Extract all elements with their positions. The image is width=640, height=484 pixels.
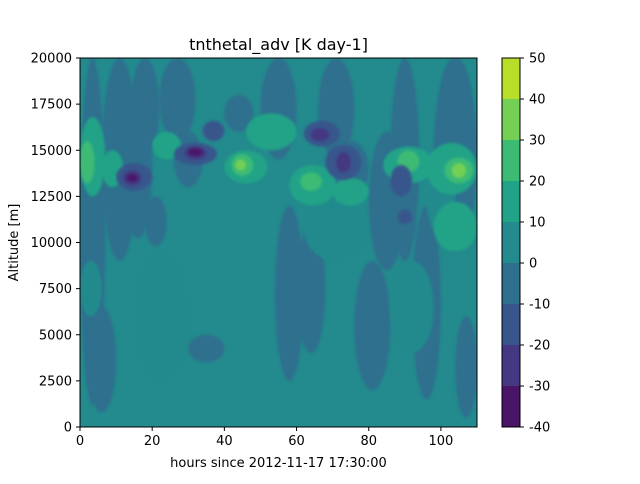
positive-region (246, 113, 297, 151)
colorbar-segment (502, 304, 520, 345)
colorbar-tick-label: 50 (529, 52, 546, 67)
y-tick-label: 12500 (31, 190, 72, 205)
y-axis: 0 2500 5000 7500 10000 12500 15000 17500 20000 (31, 52, 80, 436)
negative-region (274, 205, 304, 381)
colorbar-segment (502, 58, 520, 99)
negative-region (296, 224, 326, 354)
negative-region (354, 260, 391, 391)
x-axis-label: hours since 2012-11-17 17:30:00 (170, 456, 387, 471)
colorbar-segment (502, 99, 520, 140)
contour-fills (80, 58, 477, 418)
positive-region (80, 260, 102, 317)
colorbar-segment (502, 345, 520, 386)
y-tick-label: 0 (64, 421, 72, 436)
colorbar-tick-label: -20 (529, 339, 550, 354)
negative-region (455, 316, 477, 418)
colorbar-segment (502, 263, 520, 304)
positive-region (300, 172, 322, 191)
x-axis: 0 20 40 60 80 100 (76, 427, 453, 449)
colorbar: -40 -30 -20 -10 0 10 20 30 40 50 (501, 52, 550, 436)
y-tick-label: 10000 (31, 236, 72, 251)
y-tick-label: 15000 (31, 144, 72, 159)
colorbar-tick-label: 10 (529, 216, 546, 231)
positive-region (332, 177, 369, 206)
negative-region (159, 58, 196, 142)
colorbar-tick-label: 0 (529, 257, 537, 272)
x-tick-label: 0 (76, 434, 84, 449)
negative-region (144, 196, 167, 247)
y-tick-label: 5000 (39, 328, 72, 343)
positive-region (303, 196, 369, 261)
positive-region (134, 251, 189, 381)
x-tick-label: 20 (144, 434, 161, 449)
colorbar-tick-label: 30 (529, 134, 546, 149)
negative-region (130, 58, 160, 160)
positive-region (152, 131, 182, 160)
x-tick-label: 80 (360, 434, 377, 449)
colorbar-tick-label: -40 (529, 421, 550, 436)
x-tick-label: 60 (288, 434, 305, 449)
positive-region (433, 201, 477, 252)
negative-region (224, 94, 254, 132)
y-tick-label: 20000 (31, 52, 72, 67)
negative-region (202, 120, 225, 142)
x-tick-label: 100 (428, 434, 453, 449)
colorbar-frame (501, 57, 521, 428)
negative-region (188, 334, 225, 363)
colorbar-tick-label: -30 (529, 380, 550, 395)
colorbar-tick-label: 20 (529, 175, 546, 190)
colorbar-tick-label: -10 (529, 298, 550, 313)
y-tick-label: 2500 (39, 374, 72, 389)
chart-title: tnthetal_adv [K day-1] (189, 35, 368, 55)
negative-region (87, 307, 117, 413)
negative-region (336, 152, 351, 173)
colorbar-tick-label: 40 (529, 93, 546, 108)
negative-region (310, 128, 330, 142)
negative-region (126, 174, 138, 182)
positive-region (235, 159, 247, 171)
negative-region (188, 148, 203, 156)
positive-region (390, 260, 434, 354)
colorbar-segment (502, 386, 520, 427)
colorbar-segment (502, 140, 520, 181)
y-tick-label: 7500 (39, 282, 72, 297)
negative-region (390, 165, 413, 197)
negative-region (397, 209, 413, 225)
positive-region (451, 163, 467, 178)
y-tick-label: 17500 (31, 98, 72, 113)
x-tick-label: 40 (216, 434, 233, 449)
negative-region (440, 58, 470, 142)
colorbar-segment (502, 181, 520, 222)
y-axis-label: Altitude [m] (7, 204, 22, 282)
positive-region (80, 141, 95, 184)
plot-area (80, 58, 477, 427)
colorbar-segment (502, 222, 520, 263)
